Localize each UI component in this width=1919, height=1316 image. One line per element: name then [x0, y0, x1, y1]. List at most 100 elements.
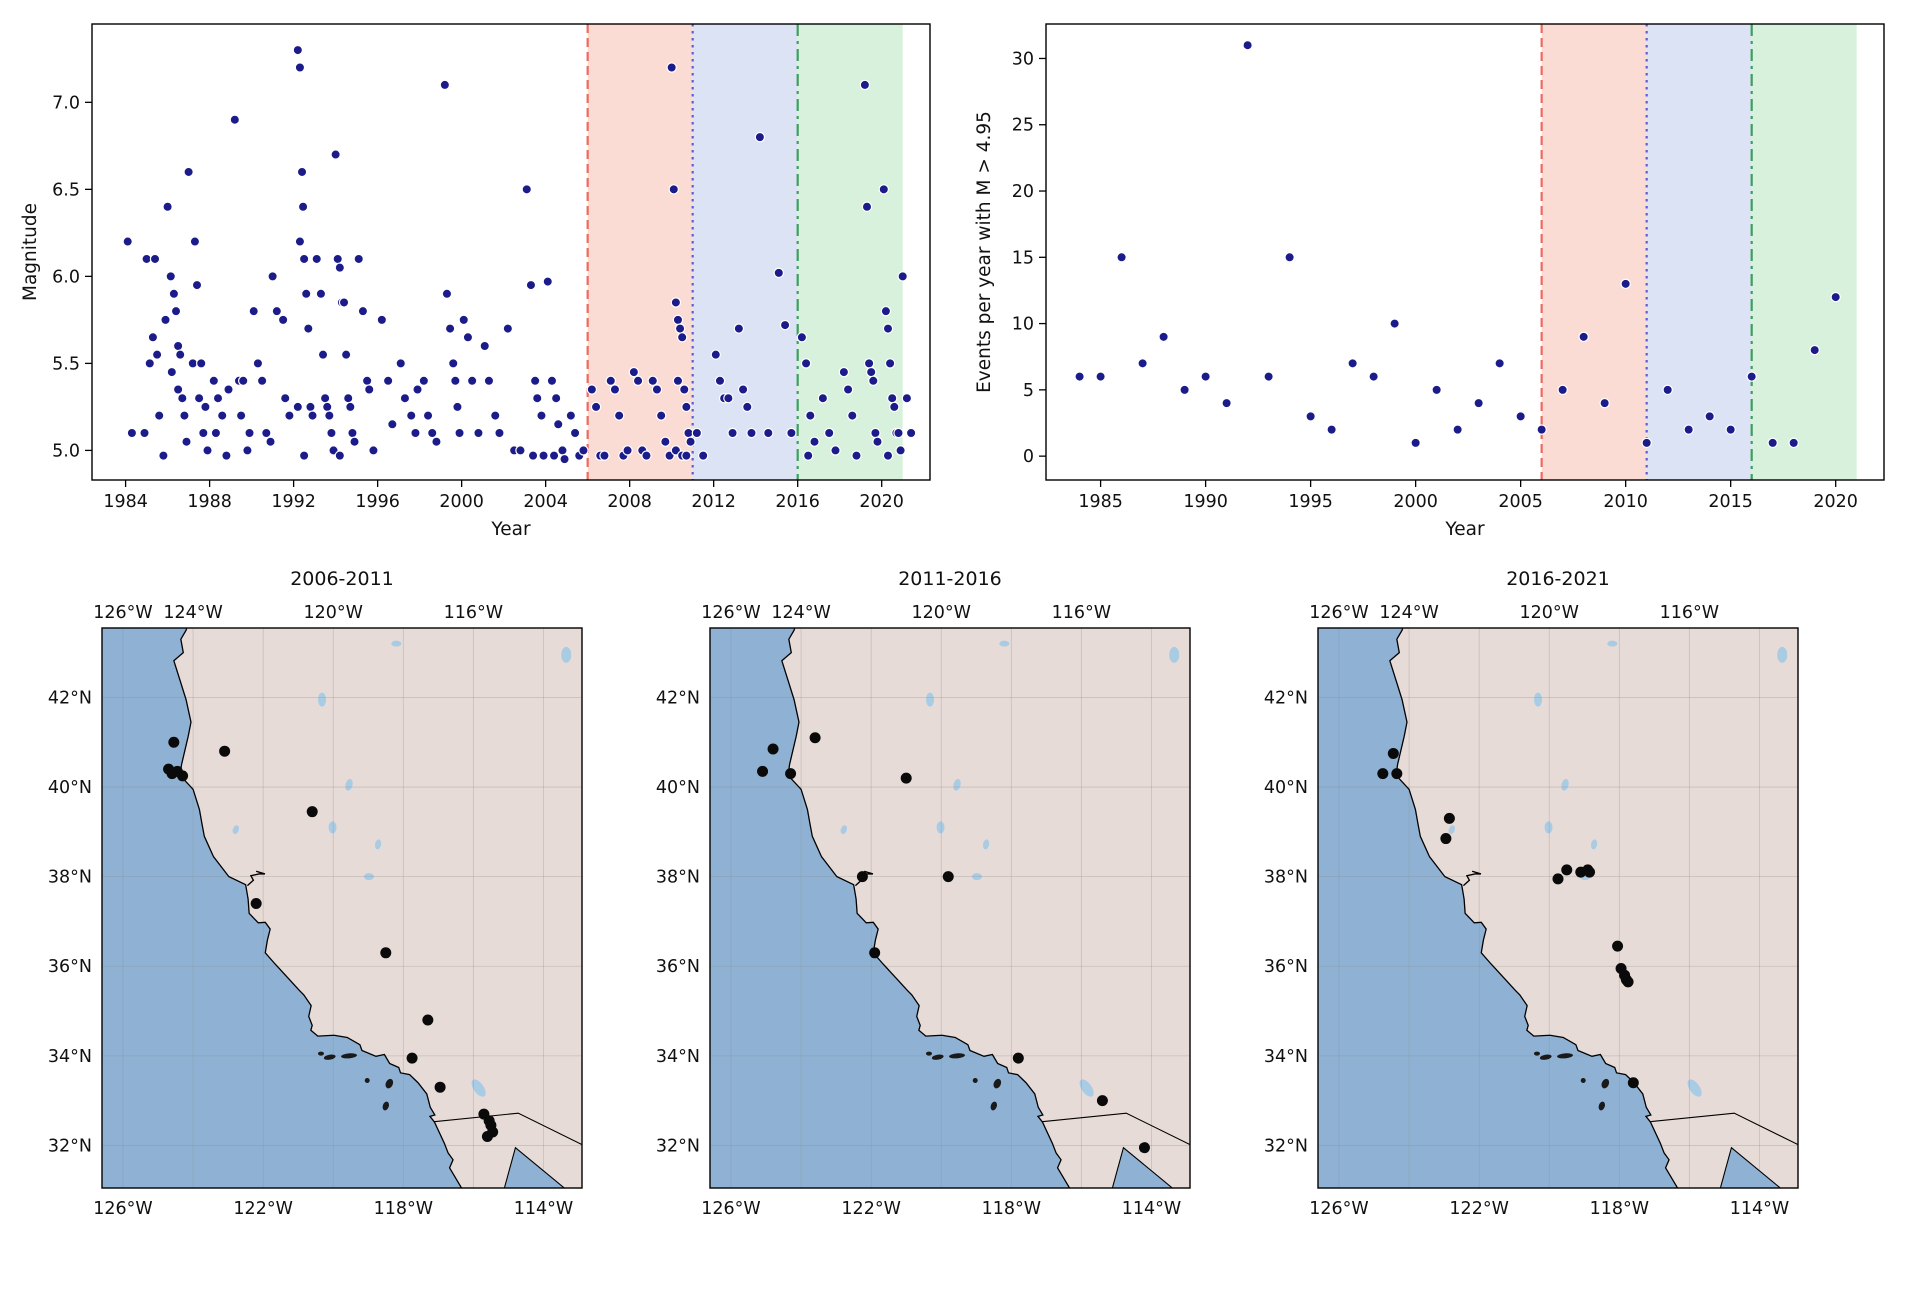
svg-text:38°N: 38°N — [48, 868, 92, 888]
map-title-2011-2016: 2011-2016 — [898, 568, 1002, 590]
svg-text:126°W: 126°W — [1309, 1199, 1368, 1219]
svg-text:1992: 1992 — [271, 492, 316, 512]
bottom-row: 2006-2011 126°W 124°W 120°W 116°W 126°W 122°W… — [0, 564, 1919, 1228]
svg-text:122°W: 122°W — [1449, 1199, 1508, 1219]
map-2011-2016-plot: 126°W 124°W 120°W 116°W 126°W 122°W 118°W 114°W… — [656, 603, 1191, 1219]
svg-text:20: 20 — [1012, 182, 1034, 202]
svg-text:122°W: 122°W — [841, 1199, 900, 1219]
svg-text:42°N: 42°N — [656, 688, 700, 708]
events-scatter-chart: 1985 1990 1995 2000 2005 2010 2015 2020 0 5 10 15 20… — [974, 23, 1885, 540]
svg-text:32°N: 32°N — [1264, 1136, 1308, 1156]
svg-text:5.5: 5.5 — [52, 354, 80, 374]
svg-text:32°N: 32°N — [48, 1136, 92, 1156]
map-layer — [102, 628, 582, 1188]
svg-text:118°W: 118°W — [1590, 1199, 1649, 1219]
svg-text:10: 10 — [1012, 315, 1034, 335]
svg-text:2004: 2004 — [523, 492, 568, 512]
data-points-layer — [122, 44, 917, 465]
panel-map-2011-2016: 2011-2016 126°W 124°W 120°W 116°W 126°W 122°W… — [634, 564, 1214, 1228]
svg-text:34°N: 34°N — [656, 1047, 700, 1067]
svg-text:1988: 1988 — [187, 492, 232, 512]
svg-text:Magnitude: Magnitude — [20, 203, 41, 301]
event-dots-layer — [1377, 747, 1639, 1089]
svg-text:2015: 2015 — [1708, 492, 1753, 512]
panel-events-scatter: 1985 1990 1995 2000 2005 2010 2015 2020 0 5 10 15 20… — [968, 10, 1898, 550]
svg-text:38°N: 38°N — [1264, 868, 1308, 888]
svg-text:0: 0 — [1023, 447, 1034, 467]
svg-text:Year: Year — [1444, 519, 1485, 540]
svg-text:120°W: 120°W — [304, 603, 363, 623]
svg-text:36°N: 36°N — [1264, 957, 1308, 977]
svg-text:42°N: 42°N — [1264, 688, 1308, 708]
event-dots-layer — [757, 732, 1150, 1154]
svg-text:114°W: 114°W — [1122, 1199, 1181, 1219]
svg-text:114°W: 114°W — [1730, 1199, 1789, 1219]
svg-text:40°N: 40°N — [1264, 778, 1308, 798]
svg-text:118°W: 118°W — [982, 1199, 1041, 1219]
svg-text:40°N: 40°N — [48, 778, 92, 798]
map-title-2006-2011: 2006-2011 — [290, 568, 394, 590]
svg-text:6.5: 6.5 — [52, 180, 80, 200]
map-2006-2011-plot: 126°W 124°W 120°W 116°W 126°W 122°W 118°W 114°W… — [48, 603, 583, 1219]
svg-text:34°N: 34°N — [48, 1047, 92, 1067]
svg-text:116°W: 116°W — [1052, 603, 1111, 623]
svg-text:1995: 1995 — [1288, 492, 1333, 512]
svg-text:42°N: 42°N — [48, 688, 92, 708]
svg-text:Events per year with M > 4.95: Events per year with M > 4.95 — [974, 111, 995, 393]
svg-text:15: 15 — [1012, 248, 1034, 268]
svg-text:1985: 1985 — [1078, 492, 1123, 512]
svg-text:126°W: 126°W — [1309, 603, 1368, 623]
panel-map-2006-2011: 2006-2011 126°W 124°W 120°W 116°W 126°W 122°W… — [26, 564, 606, 1228]
svg-text:2000: 2000 — [439, 492, 484, 512]
map-layer — [1318, 628, 1798, 1188]
svg-text:7.0: 7.0 — [52, 93, 80, 113]
magnitude-vs-year-plot: 1984 1988 1992 1996 2000 2004 2008 2012 2016 2020… — [20, 23, 931, 540]
svg-text:1984: 1984 — [103, 492, 148, 512]
svg-text:122°W: 122°W — [233, 1199, 292, 1219]
svg-text:116°W: 116°W — [444, 603, 503, 623]
map-2006-2011: 126°W 124°W 120°W 116°W 126°W 122°W 118°W 114°W… — [48, 603, 583, 1219]
svg-text:5.0: 5.0 — [52, 441, 80, 461]
svg-text:2020: 2020 — [1813, 492, 1858, 512]
map-title-2016-2021: 2016-2021 — [1506, 568, 1610, 590]
svg-text:114°W: 114°W — [514, 1199, 573, 1219]
map-layer — [710, 628, 1190, 1188]
svg-text:5: 5 — [1023, 381, 1034, 401]
svg-text:30: 30 — [1012, 49, 1034, 69]
svg-text:Year: Year — [490, 519, 531, 540]
svg-text:2020: 2020 — [859, 492, 904, 512]
svg-text:2008: 2008 — [607, 492, 652, 512]
svg-text:2012: 2012 — [691, 492, 736, 512]
event-dots-layer — [163, 736, 499, 1142]
svg-text:36°N: 36°N — [48, 957, 92, 977]
map-2016-2021: 126°W 124°W 120°W 116°W 126°W 122°W 118°W 114°W… — [1264, 603, 1799, 1219]
svg-text:1996: 1996 — [355, 492, 400, 512]
svg-text:124°W: 124°W — [771, 603, 830, 623]
svg-text:120°W: 120°W — [912, 603, 971, 623]
svg-text:116°W: 116°W — [1660, 603, 1719, 623]
svg-text:126°W: 126°W — [701, 603, 760, 623]
map-2011-2016: 126°W 124°W 120°W 116°W 126°W 122°W 118°W 114°W… — [656, 603, 1191, 1219]
svg-text:126°W: 126°W — [93, 603, 152, 623]
events-per-year-plot: 1985 1990 1995 2000 2005 2010 2015 2020 0 5 10 15 20… — [974, 23, 1885, 540]
magnitude-scatter-chart: 1984 1988 1992 1996 2000 2004 2008 2012 2016 2020… — [20, 23, 931, 540]
panel-map-2016-2021: 2016-2021 126°W 124°W 120°W 116°W 126°W 122°W… — [1242, 564, 1822, 1228]
panel-magnitude-scatter: 1984 1988 1992 1996 2000 2004 2008 2012 2016 2020… — [14, 10, 944, 550]
map-2016-2021-plot: 126°W 124°W 120°W 116°W 126°W 122°W 118°W 114°W… — [1264, 603, 1799, 1219]
svg-text:2005: 2005 — [1498, 492, 1543, 512]
svg-text:32°N: 32°N — [656, 1136, 700, 1156]
svg-text:40°N: 40°N — [656, 778, 700, 798]
data-points-layer — [1074, 40, 1841, 449]
svg-text:25: 25 — [1012, 116, 1034, 136]
svg-text:120°W: 120°W — [1520, 603, 1579, 623]
svg-text:34°N: 34°N — [1264, 1047, 1308, 1067]
svg-text:124°W: 124°W — [1379, 603, 1438, 623]
svg-text:2016: 2016 — [775, 492, 820, 512]
svg-text:1990: 1990 — [1183, 492, 1228, 512]
svg-text:36°N: 36°N — [656, 957, 700, 977]
top-row: 1984 1988 1992 1996 2000 2004 2008 2012 2016 2020… — [0, 0, 1919, 550]
svg-text:126°W: 126°W — [701, 1199, 760, 1219]
svg-text:2010: 2010 — [1603, 492, 1648, 512]
svg-text:126°W: 126°W — [93, 1199, 152, 1219]
